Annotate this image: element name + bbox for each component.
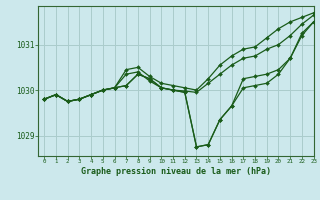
X-axis label: Graphe pression niveau de la mer (hPa): Graphe pression niveau de la mer (hPa)	[81, 167, 271, 176]
